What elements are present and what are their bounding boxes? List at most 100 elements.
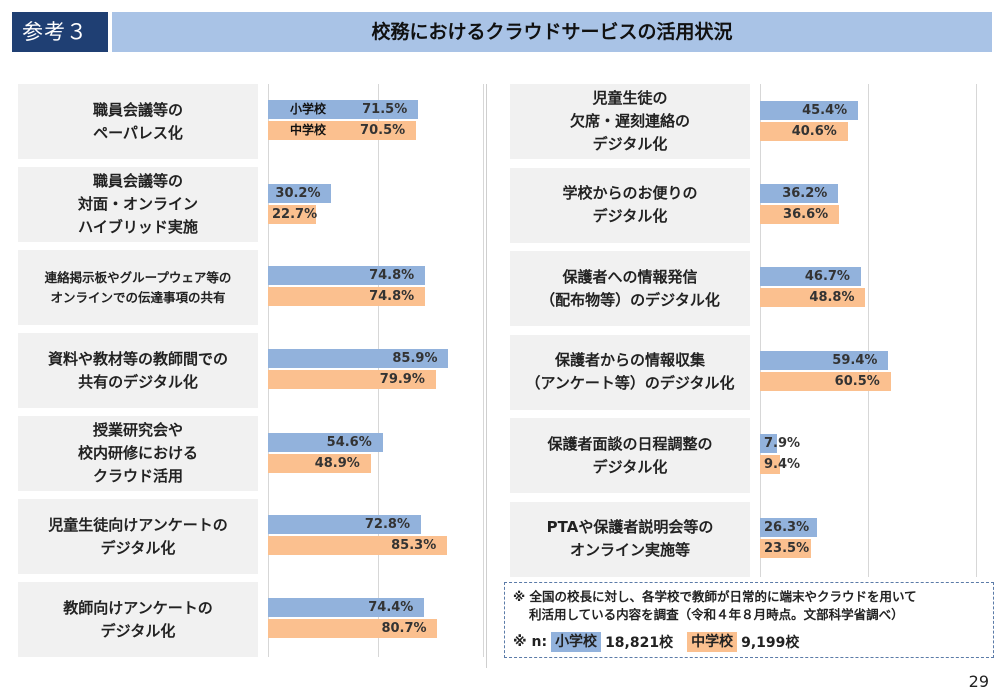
- right-category-label: 保護者からの情報収集 （アンケート等）のデジタル化: [510, 334, 750, 410]
- junior-value-label: 80.7%: [381, 621, 427, 636]
- junior-value-label: 48.8%: [809, 290, 855, 305]
- junior-value-label: 60.5%: [834, 373, 880, 389]
- junior-value-label: 22.7%: [272, 207, 318, 222]
- elementary-bar: [268, 598, 425, 617]
- category-label-text: 児童生徒向けアンケートの デジタル化: [48, 514, 227, 560]
- category-label-line: 保護者面談の日程調整の: [547, 434, 713, 453]
- junior-value-label: 74.8%: [369, 289, 415, 304]
- note-line-2: 利活用している内容を調査（令和４年８月時点。文部科学省調べ）: [529, 607, 904, 622]
- category-label-text: 保護者への情報発信 （配布物等）のデジタル化: [540, 266, 720, 312]
- column-divider: [486, 84, 487, 668]
- elementary-value-label: 26.3%: [764, 519, 810, 535]
- elementary-value-label: 74.8%: [369, 268, 415, 283]
- category-label-line: 授業研究会や: [92, 421, 183, 439]
- junior-bar: [268, 370, 436, 389]
- left-category-label: 職員会議等の 対面・オンライン ハイブリッド実施: [18, 167, 258, 242]
- category-label-line: （アンケート等）のデジタル化: [525, 374, 735, 392]
- category-label-line: 欠席・遅刻連絡の: [569, 112, 690, 130]
- junior-value-label: 40.6%: [791, 124, 837, 139]
- elementary-bar: [760, 517, 817, 537]
- category-label-line: デジタル化: [100, 538, 176, 557]
- category-label-line: クラウド活用: [92, 467, 183, 485]
- left-category-label: 教師向けアンケートの デジタル化: [18, 582, 258, 657]
- category-label-line: オンライン実施等: [569, 541, 690, 559]
- left-category-label: 職員会議等の ペーパレス化: [18, 84, 258, 159]
- page-title: 校務におけるクラウドサービスの活用状況: [112, 12, 992, 52]
- right-category-label: 保護者への情報発信 （配布物等）のデジタル化: [510, 251, 750, 326]
- elementary-value-label: 54.6%: [326, 435, 372, 450]
- left-category-label: 児童生徒向けアンケートの デジタル化: [18, 499, 258, 574]
- series-label-junior: 中学校: [290, 123, 327, 137]
- category-label-line: デジタル化: [100, 621, 176, 640]
- category-label-line: 保護者への情報発信: [562, 267, 698, 286]
- category-label-text: 保護者面談の日程調整の デジタル化: [547, 433, 712, 479]
- junior-bar: [268, 536, 448, 555]
- elementary-bar: [268, 433, 383, 452]
- category-label-text: 児童生徒の 欠席・遅刻連絡の デジタル化: [570, 87, 690, 156]
- category-label-line: デジタル化: [592, 457, 668, 476]
- junior-bar: [760, 204, 840, 224]
- elementary-value-label: 46.7%: [804, 269, 850, 284]
- category-label-text: PTAや保護者説明会等の オンライン実施等: [547, 516, 714, 562]
- junior-bar: [268, 287, 426, 306]
- category-label-line: 職員会議等の: [92, 172, 183, 190]
- right-category-label: 児童生徒の 欠席・遅刻連絡の デジタル化: [510, 84, 750, 159]
- elementary-value-label: 59.4%: [832, 352, 878, 368]
- category-label-text: 職員会議等の ペーパレス化: [93, 99, 183, 145]
- junior-bar: [268, 121, 417, 140]
- category-label-line: （配布物等）のデジタル化: [540, 290, 720, 309]
- elementary-bar: [760, 350, 889, 370]
- category-label-line: 対面・オンライン: [77, 195, 198, 213]
- elementary-bar: [760, 434, 778, 453]
- junior-bar: [760, 122, 848, 141]
- elementary-value-label: 30.2%: [275, 186, 321, 201]
- junior-bar: [760, 288, 866, 307]
- junior-bar: [760, 371, 891, 391]
- left-gridline: [483, 84, 484, 657]
- category-label-line: 学校からのお便りの: [562, 184, 698, 202]
- junior-bar: [268, 454, 371, 473]
- elementary-bar: [268, 266, 426, 285]
- right-gridline: [760, 84, 761, 577]
- category-label-text: 授業研究会や 校内研修における クラウド活用: [78, 419, 198, 488]
- junior-value-label: 9.4%: [764, 457, 801, 472]
- junior-value-label: 70.5%: [360, 123, 406, 138]
- category-label-line: 職員会議等の: [92, 100, 183, 119]
- elementary-value-label: 45.4%: [802, 103, 848, 118]
- elementary-bar: [760, 101, 859, 120]
- elementary-bar: [760, 183, 839, 203]
- category-label-text: 教師向けアンケートの デジタル化: [63, 597, 212, 643]
- category-label-line: ペーパレス化: [93, 123, 183, 142]
- junior-bar: [268, 619, 438, 638]
- category-label-line: 児童生徒向けアンケートの: [48, 515, 228, 534]
- category-label-line: 共有のデジタル化: [78, 372, 198, 391]
- category-label-text: 連絡掲示板やグループウェア等の オンラインでの伝達事項の共有: [45, 268, 232, 308]
- right-category-label: 保護者面談の日程調整の デジタル化: [510, 418, 750, 493]
- series-label-elementary: 小学校: [290, 102, 327, 116]
- page-number: 29: [968, 672, 989, 691]
- right-gridline: [868, 84, 869, 577]
- elementary-bar: [268, 100, 419, 119]
- category-label-line: 資料や教材等の教師間での: [47, 349, 228, 368]
- category-label-line: 連絡掲示板やグループウェア等の: [44, 269, 232, 285]
- category-label-line: デジタル化: [592, 207, 668, 225]
- category-label-line: デジタル化: [592, 135, 668, 153]
- sample-size: ※ n: 小学校 18,821校 中学校 9,199校: [513, 632, 985, 652]
- elementary-value-label: 7.9%: [764, 436, 801, 451]
- junior-value-label: 23.5%: [764, 540, 810, 556]
- survey-note: ※ 全国の校長に対し、各学校で教師が日常的に端末やクラウドを用いて 利活用してい…: [504, 582, 994, 658]
- elementary-bar: [268, 349, 449, 368]
- category-label-text: 学校からのお便りの デジタル化: [562, 182, 697, 228]
- left-category-label: 授業研究会や 校内研修における クラウド活用: [18, 416, 258, 491]
- legend-elementary: 小学校: [551, 632, 602, 652]
- elementary-n: 18,821校: [605, 635, 674, 651]
- junior-value-label: 79.9%: [379, 372, 425, 387]
- junior-n: 9,199校: [741, 635, 800, 651]
- category-label-line: オンラインでの伝達事項の共有: [50, 289, 226, 305]
- elementary-value-label: 74.4%: [368, 600, 414, 615]
- elementary-value-label: 36.2%: [782, 185, 828, 201]
- section-badge: 参考３: [12, 12, 108, 52]
- left-category-label: 連絡掲示板やグループウェア等の オンラインでの伝達事項の共有: [18, 250, 258, 325]
- junior-value-label: 36.6%: [783, 206, 829, 222]
- right-category-label: PTAや保護者説明会等の オンライン実施等: [510, 501, 750, 577]
